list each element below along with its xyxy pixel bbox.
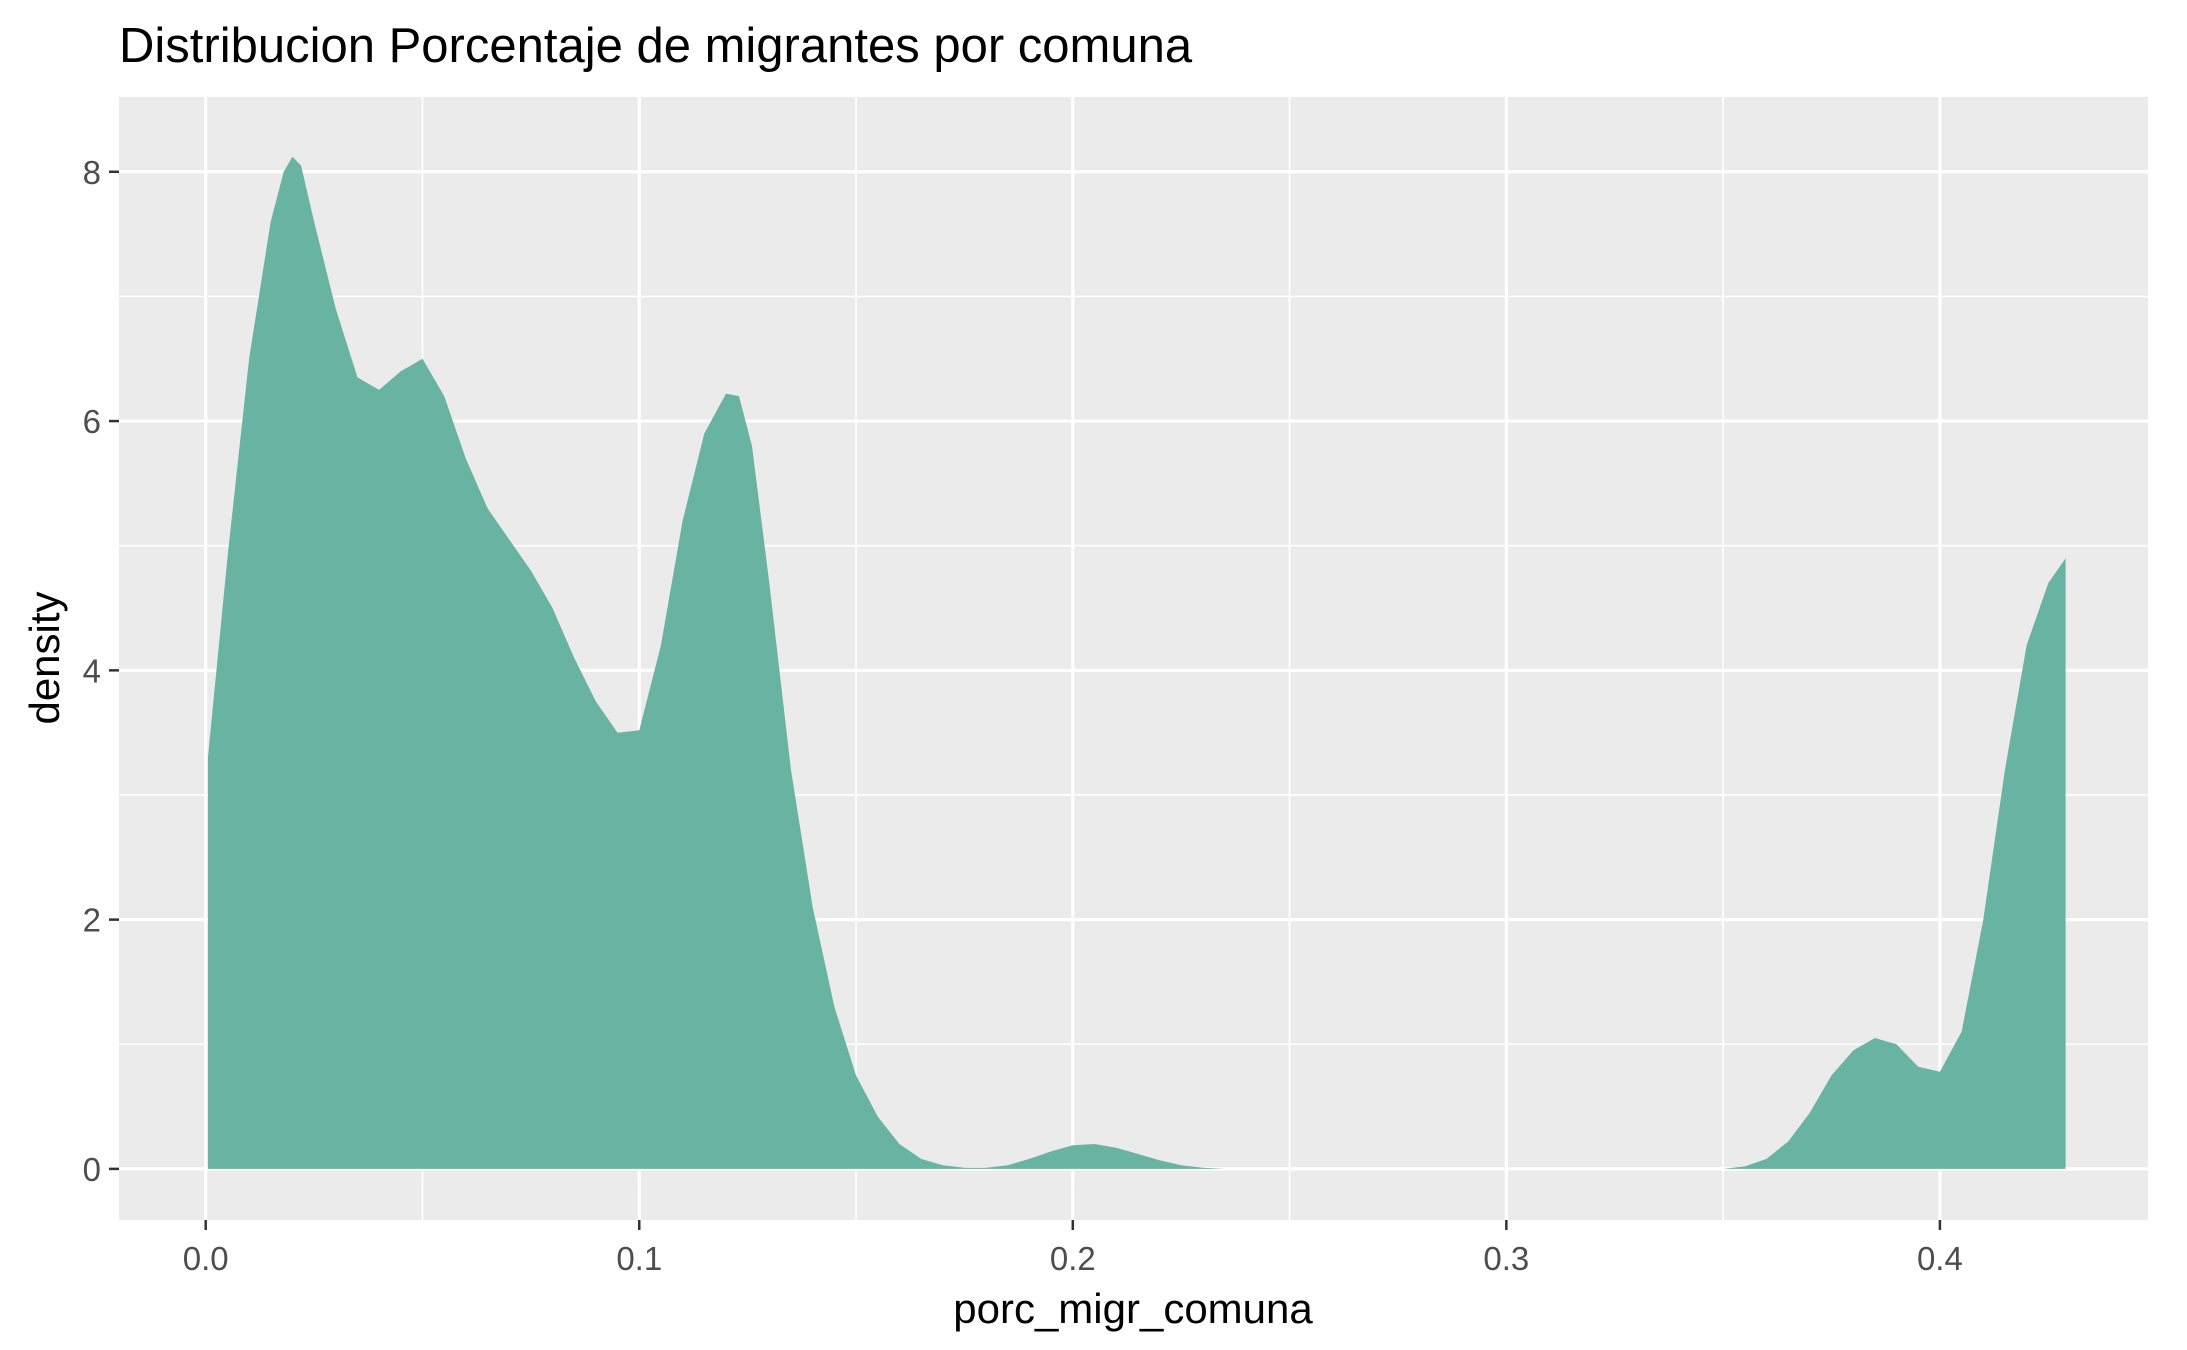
y-tick-label: 0 [83,1151,101,1188]
x-tick-label: 0.0 [183,1240,229,1277]
y-tick-label: 4 [83,652,101,689]
y-tick-label: 8 [83,154,101,191]
y-axis: 0 2 4 6 8 [83,154,119,1188]
x-axis-title: porc_migr_comuna [953,1285,1313,1332]
x-tick-label: 0.2 [1050,1240,1096,1277]
y-tick-label: 6 [83,403,101,440]
x-tick-label: 0.3 [1483,1240,1529,1277]
y-axis-title: density [21,591,68,724]
x-tick-label: 0.4 [1917,1240,1963,1277]
x-tick-label: 0.1 [616,1240,662,1277]
x-axis: 0.0 0.1 0.2 0.3 0.4 [183,1220,1963,1277]
chart-title: Distribucion Porcentaje de migrantes por… [119,19,1193,73]
y-tick-label: 2 [83,902,101,939]
density-area [207,156,2066,1169]
minor-gridlines [119,97,2148,1220]
